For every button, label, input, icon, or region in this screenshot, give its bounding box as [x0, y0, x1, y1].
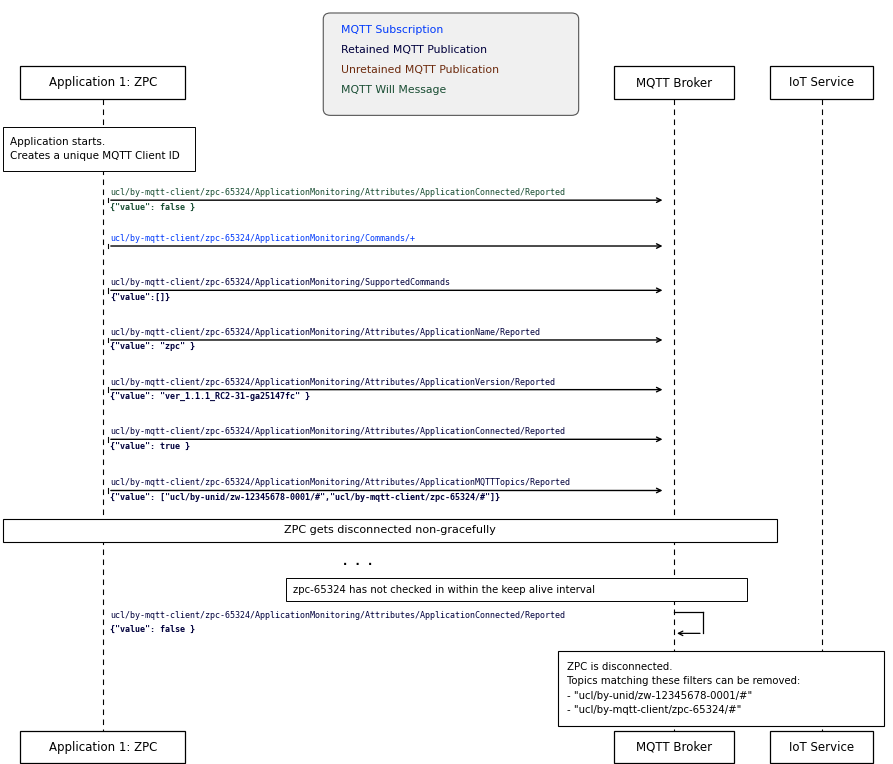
FancyBboxPatch shape	[771, 66, 873, 99]
Text: ucl/by-mqtt-client/zpc-65324/ApplicationMonitoring/Attributes/ApplicationName/Re: ucl/by-mqtt-client/zpc-65324/Application…	[110, 328, 540, 337]
Text: {"value": "zpc" }: {"value": "zpc" }	[110, 342, 195, 351]
Text: {"value": false }: {"value": false }	[110, 202, 195, 212]
Text: ZPC is disconnected.
Topics matching these filters can be removed:
- "ucl/by-uni: ZPC is disconnected. Topics matching the…	[567, 662, 800, 715]
FancyBboxPatch shape	[286, 578, 747, 601]
Text: ucl/by-mqtt-client/zpc-65324/ApplicationMonitoring/Attributes/ApplicationConnect: ucl/by-mqtt-client/zpc-65324/Application…	[110, 610, 565, 620]
Text: ZPC gets disconnected non-gracefully: ZPC gets disconnected non-gracefully	[284, 525, 496, 536]
Text: MQTT Broker: MQTT Broker	[636, 76, 713, 89]
Text: Application 1: ZPC: Application 1: ZPC	[48, 76, 157, 89]
Text: Application starts.
Creates a unique MQTT Client ID: Application starts. Creates a unique MQT…	[10, 137, 179, 161]
FancyBboxPatch shape	[614, 66, 735, 99]
FancyBboxPatch shape	[771, 731, 873, 763]
FancyBboxPatch shape	[558, 651, 884, 726]
FancyBboxPatch shape	[21, 731, 186, 763]
Text: {"value": true }: {"value": true }	[110, 442, 190, 451]
Text: {"value":[]}: {"value":[]}	[110, 293, 170, 302]
Text: ucl/by-mqtt-client/zpc-65324/ApplicationMonitoring/Attributes/ApplicationMQTTTop: ucl/by-mqtt-client/zpc-65324/Application…	[110, 478, 570, 487]
Text: ucl/by-mqtt-client/zpc-65324/ApplicationMonitoring/Attributes/ApplicationConnect: ucl/by-mqtt-client/zpc-65324/Application…	[110, 188, 565, 197]
Text: {"value": ["ucl/by-unid/zw-12345678-0001/#","ucl/by-mqtt-client/zpc-65324/#"]}: {"value": ["ucl/by-unid/zw-12345678-0001…	[110, 493, 500, 502]
Text: Application 1: ZPC: Application 1: ZPC	[48, 740, 157, 754]
FancyBboxPatch shape	[3, 519, 777, 542]
Text: IoT Service: IoT Service	[789, 740, 854, 754]
Text: IoT Service: IoT Service	[789, 76, 854, 89]
Text: {"value": false }: {"value": false }	[110, 625, 195, 634]
Text: ucl/by-mqtt-client/zpc-65324/ApplicationMonitoring/Attributes/ApplicationConnect: ucl/by-mqtt-client/zpc-65324/Application…	[110, 427, 565, 436]
Text: MQTT Subscription: MQTT Subscription	[341, 25, 444, 35]
Text: ucl/by-mqtt-client/zpc-65324/ApplicationMonitoring/Commands/+: ucl/by-mqtt-client/zpc-65324/Application…	[110, 234, 415, 243]
Text: . . .: . . .	[342, 550, 372, 568]
Text: MQTT Broker: MQTT Broker	[636, 740, 713, 754]
Text: ucl/by-mqtt-client/zpc-65324/ApplicationMonitoring/SupportedCommands: ucl/by-mqtt-client/zpc-65324/Application…	[110, 278, 450, 287]
FancyBboxPatch shape	[614, 731, 735, 763]
FancyBboxPatch shape	[323, 13, 579, 115]
Text: MQTT Will Message: MQTT Will Message	[341, 85, 446, 95]
Text: {"value": "ver_1.1.1_RC2-31-ga25147fc" }: {"value": "ver_1.1.1_RC2-31-ga25147fc" }	[110, 392, 310, 401]
Text: ucl/by-mqtt-client/zpc-65324/ApplicationMonitoring/Attributes/ApplicationVersion: ucl/by-mqtt-client/zpc-65324/Application…	[110, 377, 555, 387]
Text: Unretained MQTT Publication: Unretained MQTT Publication	[341, 65, 499, 75]
Text: zpc-65324 has not checked in within the keep alive interval: zpc-65324 has not checked in within the …	[293, 584, 595, 595]
FancyBboxPatch shape	[3, 127, 195, 171]
FancyBboxPatch shape	[21, 66, 186, 99]
Text: Retained MQTT Publication: Retained MQTT Publication	[341, 45, 487, 55]
